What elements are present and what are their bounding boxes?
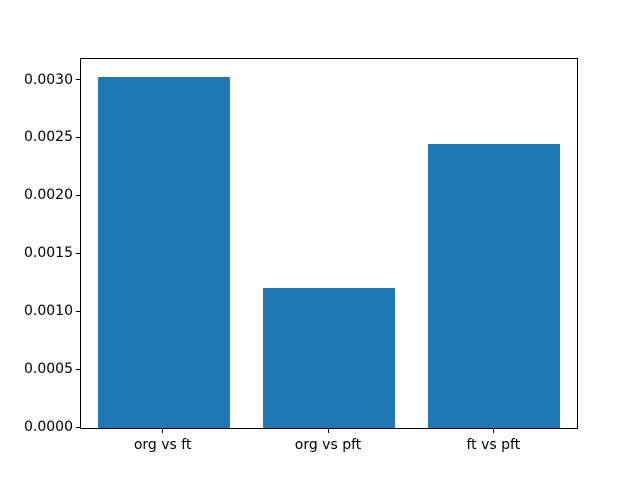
bar-org-vs-pft	[262, 288, 396, 428]
bar-ft-vs-pft	[428, 144, 561, 428]
y-tick-mark	[76, 310, 80, 312]
y-tick-mark	[76, 426, 80, 428]
y-tick-label: 0.0030	[24, 71, 73, 88]
x-tick-mark	[162, 429, 164, 433]
x-tick-mark	[327, 429, 329, 433]
y-tick-mark	[76, 252, 80, 254]
y-tick-label: 0.0020	[24, 187, 73, 204]
x-tick-mark	[492, 429, 494, 433]
y-tick-label: 0.0010	[24, 303, 73, 320]
y-tick-mark	[76, 368, 80, 370]
y-tick-label: 0.0005	[24, 361, 73, 378]
y-tick-label: 0.0025	[24, 129, 73, 146]
plot-area	[80, 58, 578, 429]
bar-org-vs-ft	[97, 76, 230, 428]
x-tick-label-org-vs-pft: org vs pft	[294, 437, 362, 453]
y-tick-mark	[76, 79, 80, 81]
y-tick-mark	[76, 194, 80, 196]
x-tick-label-org-vs-ft: org vs ft	[133, 437, 192, 453]
y-tick-label: 0.0000	[24, 419, 73, 435]
y-tick-label: 0.0015	[24, 245, 73, 262]
y-tick-mark	[76, 136, 80, 138]
x-tick-label-ft-vs-pft: ft vs pft	[466, 437, 521, 453]
